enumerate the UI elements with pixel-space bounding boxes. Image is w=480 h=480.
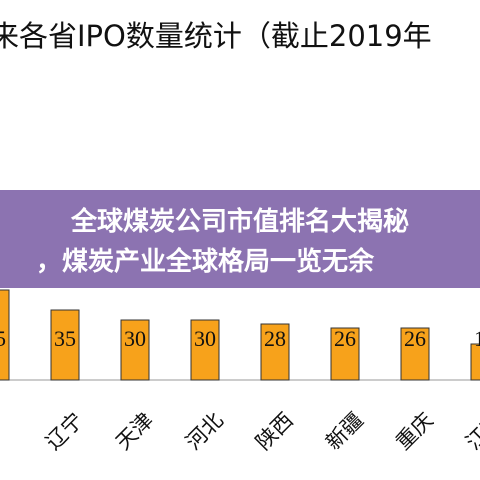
bar (0, 289, 10, 381)
bar (260, 323, 290, 381)
data-label: 26 (334, 326, 356, 351)
data-label: 18 (474, 326, 480, 351)
data-label: 28 (264, 326, 286, 351)
chart-title: 来各省IPO数量统计（截止2019年 (0, 19, 432, 53)
data-label: 45 (0, 326, 6, 351)
data-label: 30 (124, 326, 146, 351)
bar (400, 327, 430, 381)
data-label: 30 (194, 326, 216, 351)
bar (50, 309, 80, 381)
bar (190, 319, 220, 381)
banner-line: 全球煤炭公司市值排名大揭秘 (70, 206, 409, 237)
bar (470, 343, 480, 381)
banner-line: ，煤炭产业全球格局一览无余 (36, 246, 375, 277)
data-label: 26 (404, 326, 426, 351)
bar (330, 327, 360, 381)
bar (120, 319, 150, 381)
data-label: 35 (54, 326, 76, 351)
banner (0, 190, 480, 288)
